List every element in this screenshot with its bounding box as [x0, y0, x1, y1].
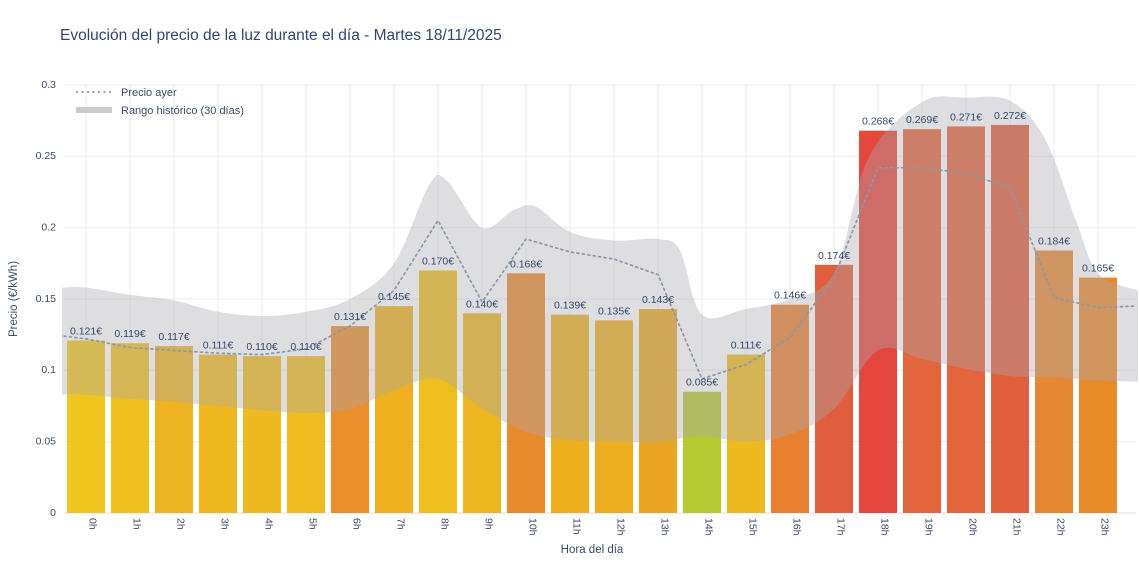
bar-17h[interactable]: [815, 264, 853, 513]
y-axis-title: Precio (€/kWh): [8, 261, 20, 337]
historical-range-band: [62, 96, 1138, 443]
bar-value-label: 0.110€: [290, 341, 321, 353]
x-tick-label: 14h: [703, 518, 715, 536]
legend-item-yesterday[interactable]: Precio ayer: [76, 87, 177, 99]
bar-value-label: 0.271€: [950, 111, 982, 123]
bar-3h[interactable]: [199, 354, 237, 513]
bar-7h[interactable]: [375, 306, 413, 513]
yesterday-price-line: [63, 166, 1137, 380]
x-tick-label: 16h: [791, 518, 803, 536]
x-tick-label: 13h: [659, 518, 671, 536]
x-tick-label: 2h: [175, 518, 187, 530]
bar-10h[interactable]: [507, 273, 545, 513]
x-tick-label: 0h: [87, 518, 99, 530]
bar-value-label: 0.184€: [1038, 236, 1070, 248]
x-tick-label: 21h: [1011, 518, 1023, 536]
price-bars: [67, 124, 1117, 514]
x-tick-label: 5h: [307, 518, 319, 530]
bar-8h[interactable]: [419, 270, 457, 514]
x-tick-label: 4h: [263, 518, 275, 530]
bar-value-label: 0.085€: [686, 377, 718, 389]
bar-22h[interactable]: [1035, 250, 1073, 514]
bar-value-label: 0.146€: [774, 290, 806, 302]
bar-21h[interactable]: [991, 124, 1029, 514]
legend-range-label: Rango histórico (30 días): [121, 105, 244, 117]
x-axis-title: Hora del día: [561, 544, 624, 556]
bar-value-label: 0.119€: [114, 328, 145, 340]
bar-value-label: 0.268€: [862, 116, 894, 128]
bar-value-label: 0.117€: [158, 331, 189, 343]
chart-title: Evolución del precio de la luz durante e…: [60, 27, 502, 44]
y-tick-label: 0.15: [36, 293, 57, 305]
x-tick-label: 12h: [615, 518, 627, 536]
bar-12h[interactable]: [595, 320, 633, 513]
bar-value-label: 0.110€: [246, 341, 277, 353]
bar-6h[interactable]: [331, 326, 369, 513]
bar-value-label: 0.143€: [642, 294, 674, 306]
bar-5h[interactable]: [287, 356, 325, 513]
y-tick-label: 0: [50, 507, 56, 519]
x-tick-label: 18h: [879, 518, 891, 536]
x-tick-label: 10h: [527, 518, 539, 536]
bar-value-label: 0.111€: [731, 340, 762, 352]
x-tick-label: 15h: [747, 518, 759, 536]
bar-23h[interactable]: [1079, 277, 1117, 513]
bar-13h[interactable]: [639, 309, 677, 513]
bar-value-label: 0.135€: [598, 305, 630, 317]
bar-9h[interactable]: [463, 313, 501, 513]
bar-16h[interactable]: [771, 304, 809, 513]
bar-value-label: 0.121€: [70, 325, 102, 337]
x-tick-label: 8h: [439, 518, 451, 530]
bar-11h[interactable]: [551, 314, 589, 513]
legend-item-historical-range[interactable]: Rango histórico (30 días): [76, 105, 244, 117]
x-tick-label: 23h: [1099, 518, 1111, 536]
bar-value-label: 0.170€: [422, 256, 454, 268]
y-tick-label: 0.2: [41, 221, 56, 233]
bar-value-labels: 0.121€ 0.119€ 0.117€ 0.111€ 0.110€ 0.110€ 0.13…: [70, 110, 1114, 389]
x-tick-label: 22h: [1055, 518, 1067, 536]
x-axis-tick-labels: 0h 1h 2h 3h 4h 5h 6h 7h 8h 9h 10h 11h 12h 13h 14h 15h 16…: [87, 518, 1111, 536]
x-tick-label: 11h: [571, 518, 583, 535]
bar-4h[interactable]: [243, 356, 281, 513]
bar-18h[interactable]: [859, 130, 897, 513]
x-tick-label: 6h: [351, 518, 363, 530]
y-axis-tick-labels: 0 0.05 0.1 0.15 0.2 0.25 0.3: [36, 79, 57, 519]
bar-value-label: 0.269€: [906, 114, 938, 126]
bar-value-label: 0.174€: [818, 250, 850, 262]
bar-14h[interactable]: [683, 391, 721, 513]
bar-value-label: 0.168€: [510, 258, 542, 270]
bar-value-label: 0.140€: [466, 298, 498, 310]
x-tick-label: 17h: [835, 518, 847, 536]
x-tick-label: 1h: [131, 518, 143, 530]
legend: Precio ayer Rango histórico (30 días): [76, 87, 244, 117]
bar-value-label: 0.272€: [994, 110, 1026, 122]
bar-15h[interactable]: [727, 354, 765, 513]
bar-value-label: 0.139€: [554, 300, 586, 312]
x-tick-label: 20h: [967, 518, 979, 536]
y-tick-label: 0.3: [41, 79, 56, 91]
bar-value-label: 0.145€: [378, 291, 410, 303]
bar-1h[interactable]: [111, 343, 149, 513]
x-tick-label: 19h: [923, 518, 935, 536]
bar-19h[interactable]: [903, 129, 941, 513]
x-tick-label: 9h: [483, 518, 495, 530]
x-tick-label: 3h: [219, 518, 231, 530]
bar-value-label: 0.111€: [203, 340, 234, 352]
bar-0h[interactable]: [67, 340, 105, 513]
x-tick-label: 7h: [395, 518, 407, 530]
bar-value-label: 0.131€: [334, 311, 366, 323]
y-tick-label: 0.1: [41, 364, 56, 376]
bar-2h[interactable]: [155, 346, 193, 513]
bar-value-label: 0.165€: [1082, 263, 1114, 275]
bar-20h[interactable]: [947, 126, 985, 514]
y-tick-label: 0.05: [36, 435, 57, 447]
legend-yesterday-label: Precio ayer: [121, 87, 177, 99]
y-tick-label: 0.25: [36, 150, 57, 162]
